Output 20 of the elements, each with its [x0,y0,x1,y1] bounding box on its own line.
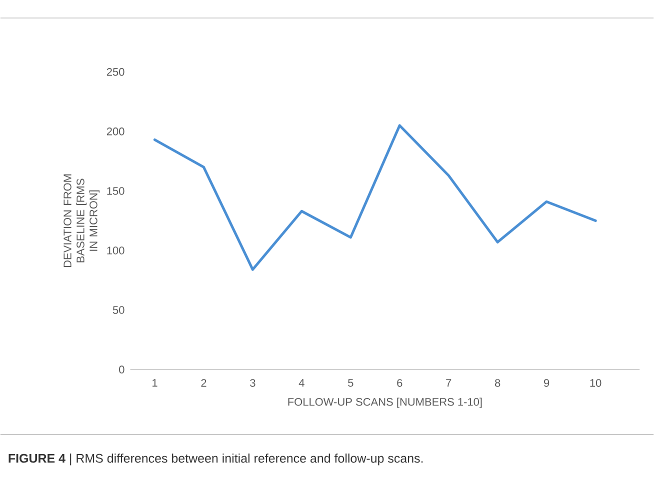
x-tick-label: 3 [250,378,256,387]
x-tick-label: 10 [590,378,602,387]
x-tick-label: 7 [446,378,452,386]
y-tick-label: 50 [112,306,124,314]
y-tick-label: 150 [107,186,124,195]
x-tick-label: 9 [544,378,550,387]
x-tick-label: 6 [397,378,402,387]
y-tick-label: 100 [107,246,124,254]
y-tick-label: 250 [106,68,124,76]
x-tick-label: 5 [348,378,354,387]
x-tick-label: 4 [298,378,304,386]
line-series [153,124,597,271]
x-tick-label: 1 [152,378,158,386]
x-tick-label: 2 [201,378,206,387]
x-axis-title: FOLLOW-UP SCANS [NUMBERS 1-10] [288,398,482,408]
text: FIGURE 4 | RMS differences between initial reference and follow-up scans. [8,453,423,466]
y-tick-label: 200 [106,127,124,136]
x-tick-label: 8 [495,378,500,387]
y-tick-label: 0 [119,365,124,374]
y-axis-title: DEVIATION FROM BASELINE [RMS IN MICRON] [64,174,100,267]
